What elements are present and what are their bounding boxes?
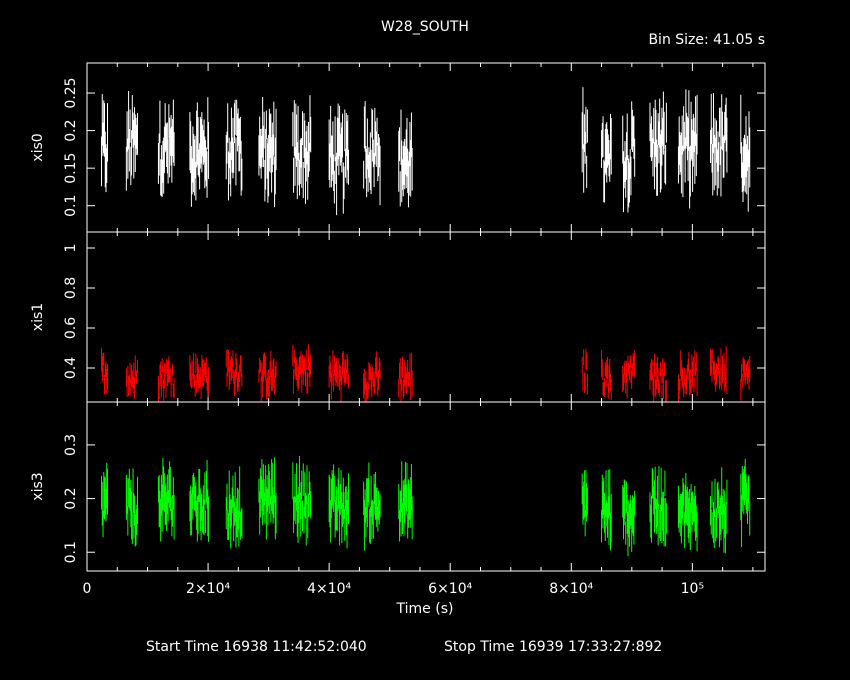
y-tick-label-xis0: 0.15: [63, 153, 79, 184]
footer-stop-time: Stop Time 16939 17:33:27:892: [444, 639, 662, 655]
x-tick-label: 0: [83, 581, 92, 597]
panel-label-xis0: xis0: [30, 133, 46, 161]
y-tick-label-xis3: 0.3: [63, 434, 79, 456]
y-tick-label-xis1: 0.4: [63, 357, 79, 379]
bin-size-label: Bin Size: 41.05 s: [648, 32, 765, 48]
y-tick-label-xis0: 0.1: [63, 195, 79, 217]
panel-label-xis3: xis3: [30, 472, 46, 500]
x-tick-label: 4×10⁴: [307, 581, 351, 597]
y-tick-label-xis0: 0.25: [63, 77, 79, 108]
y-tick-label-xis3: 0.2: [63, 487, 79, 509]
y-tick-label-xis1: 1: [63, 244, 79, 253]
x-tick-label: 2×10⁴: [186, 581, 230, 597]
x-tick-label: 8×10⁴: [549, 581, 593, 597]
panel-frame-xis3: [86, 401, 766, 572]
y-tick-label-xis3: 0.1: [63, 541, 79, 563]
y-tick-label-xis1: 0.8: [63, 277, 79, 299]
panel-label-xis1: xis1: [30, 303, 46, 331]
footer-start-time: Start Time 16938 11:42:52:040: [146, 639, 367, 655]
x-tick-label: 6×10⁴: [428, 581, 472, 597]
chart-title: W28_SOUTH: [381, 19, 469, 35]
y-tick-label-xis1: 0.6: [63, 317, 79, 339]
y-tick-label-xis0: 0.2: [63, 119, 79, 141]
x-tick-label: 10⁵: [681, 581, 704, 597]
x-axis-label: Time (s): [396, 601, 454, 617]
